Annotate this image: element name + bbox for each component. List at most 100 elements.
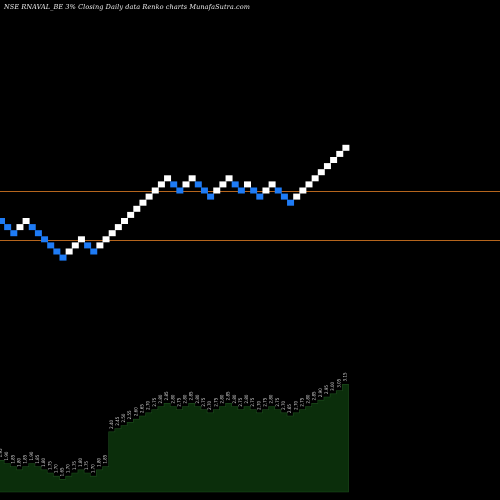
chart-title: NSE RNAVAL_BE 3% Closing Daily data Renk… (4, 3, 251, 11)
renko-brick-down (280, 193, 288, 200)
volume-label: 1.80 (96, 457, 101, 466)
volume-label: 2.75 (299, 397, 304, 406)
volume-label: 2.80 (244, 394, 249, 403)
renko-brick-up (330, 157, 338, 163)
renko-brick-up (323, 163, 331, 170)
volume-label: 2.80 (269, 394, 274, 403)
renko-brick-down (207, 193, 215, 200)
volume-label: 2.85 (164, 391, 169, 400)
volume-label: 2.75 (176, 397, 181, 406)
volume-label: 2.75 (213, 397, 218, 406)
volume-label: 1.75 (72, 461, 77, 470)
volume-label: 2.80 (219, 394, 224, 403)
renko-brick-down (287, 199, 295, 206)
volume-label: 3.15 (342, 372, 347, 381)
renko-brick-down (41, 236, 49, 243)
volume-label: 2.80 (158, 394, 163, 403)
renko-brick-up (262, 187, 270, 194)
renko-brick-up (22, 218, 30, 224)
renko-brick-up (225, 175, 233, 182)
renko-brick-up (268, 181, 276, 188)
volume-label: 2.75 (275, 397, 280, 406)
volume-label: 2.70 (256, 400, 261, 409)
renko-brick-up (182, 181, 190, 188)
renko-brick-down (0, 218, 5, 224)
renko-brick-up (213, 187, 221, 194)
renko-brick-up (127, 211, 135, 218)
volume-label: 1.70 (66, 464, 71, 473)
renko-brick-up (219, 181, 227, 188)
renko-brick-up (121, 218, 128, 224)
renko-brick-down (59, 254, 67, 261)
volume-label: 2.70 (293, 400, 298, 409)
volume-label: 2.75 (250, 397, 255, 406)
renko-brick-up (299, 187, 307, 194)
volume-label: 1.70 (90, 464, 95, 473)
volume-label: 2.65 (287, 404, 292, 413)
renko-brick-down (28, 224, 36, 231)
renko-brick-down (256, 193, 264, 200)
volume-label: 1.90 (4, 451, 9, 460)
volume-label: 1.85 (10, 454, 15, 463)
volume-label: 2.90 (318, 388, 323, 397)
renko-brick-down (194, 181, 202, 188)
renko-bricks (0, 144, 350, 261)
renko-brick-down (10, 230, 18, 237)
volume-label: 2.70 (281, 400, 286, 409)
volume-label: 2.40 (109, 419, 114, 428)
volume-label: 2.70 (207, 400, 212, 409)
volume-label: 1.80 (41, 457, 46, 466)
volume-label: 3.05 (336, 378, 341, 387)
renko-brick-down (84, 242, 92, 249)
volume-label: 3.00 (330, 381, 335, 390)
renko-brick-up (114, 224, 122, 231)
volume-label: 2.70 (146, 400, 151, 409)
volume-label: 1.85 (23, 454, 28, 463)
renko-brick-down (53, 248, 61, 255)
renko-brick-up (311, 175, 319, 182)
volume-label: 2.55 (127, 410, 132, 419)
volume-label: 2.85 (189, 391, 194, 400)
renko-brick-up (96, 242, 104, 249)
volume-label: 2.80 (170, 394, 175, 403)
renko-brick-up (139, 199, 147, 206)
volume-label: 1.80 (78, 457, 83, 466)
volume-label: 2.85 (312, 391, 317, 400)
renko-brick-down (90, 248, 98, 255)
renko-brick-down (237, 187, 245, 194)
renko-brick-up (157, 181, 165, 188)
volume-label: 1.90 (29, 451, 34, 460)
renko-brick-up (65, 248, 73, 255)
renko-brick-up (145, 193, 153, 200)
volume-label: 1.95 (0, 448, 3, 457)
volume-label: 2.45 (115, 416, 120, 425)
reference-lines (0, 191, 500, 241)
volume-panel (0, 384, 349, 493)
volume-label: 1.80 (17, 457, 22, 466)
volume-label: 2.85 (226, 391, 231, 400)
volume-label: 1.75 (47, 461, 52, 470)
renko-brick-up (133, 205, 141, 212)
renko-brick-down (231, 181, 239, 188)
volume-label: 2.80 (232, 394, 237, 403)
volume-label: 2.80 (306, 394, 311, 403)
renko-brick-up (188, 175, 196, 182)
renko-brick-up (102, 236, 110, 243)
volume-area (0, 384, 349, 493)
volume-label: 2.75 (201, 397, 206, 406)
volume-label: 2.75 (263, 397, 268, 406)
renko-brick-up (16, 224, 24, 231)
volume-label: 2.95 (324, 385, 329, 394)
renko-brick-up (342, 144, 350, 151)
renko-brick-up (77, 236, 85, 243)
renko-brick-down (250, 187, 258, 194)
volume-label: 1.85 (35, 454, 40, 463)
renko-brick-up (305, 181, 313, 188)
renko-brick-down (170, 181, 178, 188)
renko-brick-down (200, 187, 208, 194)
renko-brick-up (244, 181, 251, 188)
volume-labels: 1.95 1.90 1.85 1.80 1.85 1.90 1.85 1.80 1.75 1.70… (0, 372, 347, 476)
volume-label: 2.65 (140, 404, 145, 413)
